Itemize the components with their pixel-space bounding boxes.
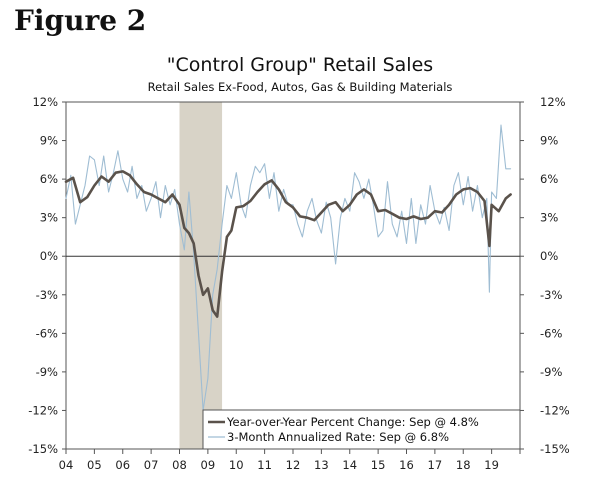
x-tick-label: 18 [456,458,471,472]
x-tick-label: 07 [144,458,159,472]
x-tick-label: 11 [257,458,272,472]
x-tick-label: 17 [428,458,443,472]
y-tick-label-left: 0% [40,249,58,263]
x-tick-label: 08 [172,458,187,472]
chart-subtitle: Retail Sales Ex-Food, Autos, Gas & Build… [147,80,453,94]
x-tick-label: 15 [371,458,386,472]
y-tick-label-right: -9% [540,365,562,379]
series-line-3m-annualized [65,124,512,411]
x-tick-label: 06 [115,458,130,472]
y-tick-label-left: -3% [36,288,58,302]
x-tick-label: 12 [286,458,301,472]
y-tick-label-right: 6% [540,172,558,186]
y-tick-label-right: -15% [540,442,570,456]
x-tick-label: 16 [399,458,414,472]
legend-box [202,409,521,450]
y-tick-label-left: 3% [40,211,58,225]
legend-label-yoy: Year-over-Year Percent Change: Sep @ 4.8… [226,415,479,429]
figure-label: Figure 2 [14,4,147,37]
y-tick-label-left: 9% [40,134,58,148]
y-tick-label-left: -6% [36,326,58,340]
y-tick-label-right: -12% [540,403,570,417]
legend-label-3m: 3-Month Annualized Rate: Sep @ 6.8% [227,430,449,444]
y-tick-label-right: 3% [540,211,558,225]
x-tick-label: 09 [201,458,216,472]
y-tick-label-left: 6% [40,172,58,186]
plot-frame [65,101,521,450]
y-tick-label-right: 0% [540,249,558,263]
y-tick-label-left: -9% [36,365,58,379]
y-tick-label-right: -3% [540,288,562,302]
y-tick-label-right: 12% [540,95,566,109]
y-tick-label-left: 12% [32,95,58,109]
x-tick-label: 13 [314,458,329,472]
y-tick-label-left: -15% [28,442,58,456]
recession-shading [179,102,223,449]
chart-title: "Control Group" Retail Sales [166,54,434,76]
y-tick-label-right: 9% [540,134,558,148]
y-tick-label-right: -6% [540,326,562,340]
x-tick-label: 04 [59,458,74,472]
x-tick-label: 19 [484,458,499,472]
x-tick-label: 05 [87,458,102,472]
y-tick-label-left: -12% [28,403,58,417]
series-line-yoy [64,170,512,318]
x-tick-label: 14 [342,458,357,472]
x-tick-label: 10 [229,458,244,472]
